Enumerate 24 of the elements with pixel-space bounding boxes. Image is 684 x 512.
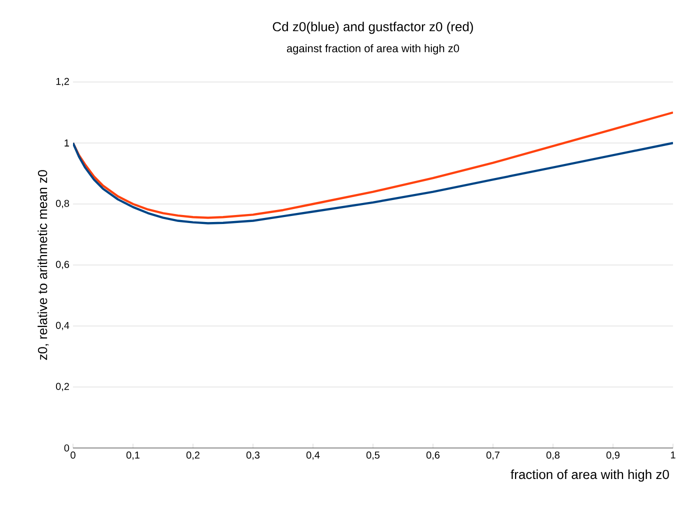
- line-series: [73, 142, 674, 224]
- y-tick-label: 0,8: [56, 200, 70, 208]
- x-tick-label: 0,4: [306, 452, 320, 460]
- y-tick-label: 0,4: [56, 322, 70, 330]
- x-tick-label: 0,3: [246, 452, 260, 460]
- x-tick-label: 0,9: [606, 452, 620, 460]
- y-tick-label: 0: [64, 444, 70, 452]
- y-tick-label: 1,2: [56, 78, 69, 86]
- x-tick-label: 0: [70, 452, 76, 459]
- x-tick-label: 0,2: [186, 452, 200, 460]
- y-tick-label: 0,2: [56, 382, 69, 392]
- x-tick-label: 0,8: [546, 452, 560, 460]
- y-tick-label: 1: [64, 140, 69, 146]
- x-tick-label: 0,5: [366, 452, 380, 460]
- chart-title: Cd z0(blue) and gustfactor z0 (red): [272, 22, 473, 34]
- y-axis-title: z0, relative to arithmetic mean z0: [38, 170, 49, 360]
- y-tick-label: 0,6: [56, 260, 70, 270]
- chart-subtitle: against fraction of area with high z0: [286, 44, 460, 54]
- x-tick-label: 0,7: [486, 452, 500, 460]
- line-series: [73, 111, 674, 219]
- x-tick-label: 1: [670, 452, 676, 458]
- x-axis-title: fraction of area with high z0: [510, 470, 669, 482]
- x-tick-label: 0,1: [126, 452, 140, 460]
- x-tick-label: 0,6: [426, 452, 440, 460]
